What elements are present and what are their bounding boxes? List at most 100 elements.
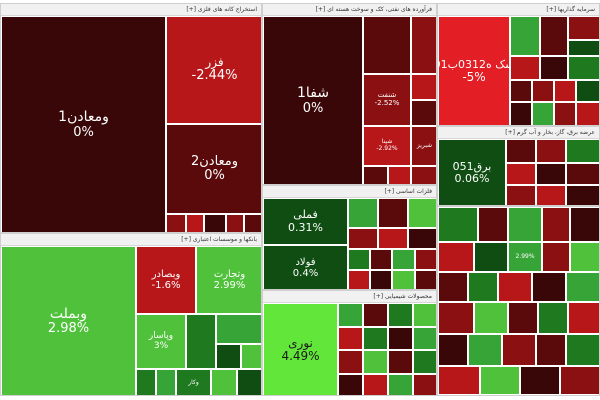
tile-small[interactable] <box>532 80 554 102</box>
tile-shena1[interactable]: شفا1 0% <box>263 16 363 184</box>
tile-vbpasar[interactable]: وپاسار 3% <box>136 314 186 369</box>
tile-small[interactable] <box>378 198 408 228</box>
tile-small[interactable] <box>415 270 436 289</box>
tile-small[interactable] <box>568 40 599 56</box>
tile-small[interactable] <box>363 327 388 350</box>
tile-small[interactable] <box>474 242 508 272</box>
tile-small[interactable] <box>348 270 370 289</box>
tile-small[interactable] <box>506 139 536 163</box>
tile-small[interactable] <box>136 369 156 395</box>
tile-small[interactable] <box>438 272 468 302</box>
tile-foolad1[interactable]: فملی 0.31% <box>263 198 348 245</box>
tile-small[interactable] <box>413 350 436 374</box>
tile-small[interactable] <box>468 334 502 366</box>
tile-small[interactable] <box>438 302 474 334</box>
tile-small[interactable] <box>566 334 599 366</box>
sector-refinery-title[interactable]: فرآورده های نفتی، کک و سوخت هسته ای [+] <box>263 4 436 16</box>
tile-small[interactable] <box>510 80 532 102</box>
tile-shena3[interactable]: شپنا -2.92% <box>363 126 411 166</box>
tile-small[interactable] <box>348 198 378 228</box>
tile-small[interactable] <box>241 344 261 369</box>
tile-sk[interactable]: سک ه0312ب01 -5% <box>438 16 510 125</box>
sector-mining-title[interactable]: استخراج کانه های فلزی [+] <box>1 4 261 16</box>
tile-small[interactable] <box>510 56 540 80</box>
tile-small[interactable] <box>570 242 599 272</box>
tile-small[interactable] <box>536 185 566 205</box>
tile-small[interactable] <box>348 249 370 270</box>
tile-small[interactable] <box>413 374 436 395</box>
tile-small[interactable] <box>540 56 568 80</box>
tile-small[interactable] <box>438 334 468 366</box>
tile-small[interactable] <box>186 314 216 369</box>
tile-small[interactable] <box>568 56 599 80</box>
tile-small-d[interactable]: وکار <box>176 369 211 395</box>
sector-metals-title[interactable]: فلزات اساسی [+] <box>263 186 436 198</box>
tile-small[interactable] <box>480 366 520 395</box>
tile-small[interactable] <box>408 228 436 249</box>
tile-small[interactable] <box>413 327 436 350</box>
tile-small[interactable] <box>411 16 436 74</box>
tile-small[interactable] <box>438 242 474 272</box>
tile-small[interactable] <box>570 207 599 242</box>
tile-small[interactable] <box>413 303 436 327</box>
tile-small[interactable] <box>388 327 413 350</box>
tile-small[interactable] <box>363 303 388 327</box>
tile-small[interactable] <box>568 302 599 334</box>
tile-small-c[interactable]: 2.99% <box>508 242 542 272</box>
tile-vbsader[interactable]: وبصادر -1.6% <box>136 246 196 314</box>
tile-small[interactable] <box>532 102 554 125</box>
tile-small[interactable] <box>478 207 508 242</box>
tile-small[interactable] <box>532 272 566 302</box>
tile-small[interactable] <box>502 334 536 366</box>
tile-small[interactable] <box>388 303 413 327</box>
tile-small[interactable] <box>510 16 540 56</box>
tile-small[interactable] <box>392 249 415 270</box>
tile-shena2[interactable]: شنفت -2.52% <box>363 74 411 126</box>
tile-small[interactable] <box>554 80 576 102</box>
tile-small[interactable] <box>338 327 363 350</box>
tile-small[interactable] <box>474 302 508 334</box>
tile-small[interactable] <box>536 163 566 185</box>
tile-small[interactable] <box>542 207 570 242</box>
tile-small[interactable] <box>156 369 176 395</box>
tile-small[interactable] <box>338 350 363 374</box>
tile-fars[interactable]: فزر -2.44% <box>166 16 261 124</box>
tile-small[interactable] <box>538 302 568 334</box>
tile-small[interactable] <box>438 366 480 395</box>
tile-small[interactable] <box>411 74 436 100</box>
tile-small[interactable] <box>554 102 576 125</box>
tile-small[interactable] <box>363 374 388 395</box>
tile-small[interactable] <box>536 334 566 366</box>
tile-small[interactable] <box>411 166 436 184</box>
tile-ometal1[interactable]: ومعادن1 0% <box>1 16 166 232</box>
tile-small[interactable] <box>388 350 413 374</box>
tile-small[interactable] <box>370 270 392 289</box>
tile-noori[interactable]: نوری 4.49% <box>263 303 338 395</box>
tile-small[interactable] <box>506 163 536 185</box>
tile-small[interactable] <box>468 272 498 302</box>
tile-small[interactable] <box>576 102 599 125</box>
tile-small[interactable] <box>566 272 599 302</box>
tile-small[interactable] <box>348 228 378 249</box>
tile-foolad2[interactable]: فولاد 0.4% <box>263 245 348 289</box>
tile-ometal2[interactable]: ومعادن2 0% <box>166 124 261 214</box>
tile-small[interactable] <box>216 314 261 344</box>
tile-small[interactable] <box>244 214 261 232</box>
tile-small[interactable] <box>392 270 415 289</box>
tile-shena-b[interactable] <box>363 16 411 74</box>
tile-small[interactable] <box>415 249 436 270</box>
sector-petrochem-title[interactable]: محصولات شیمیایی [+] <box>263 291 436 303</box>
tile-small[interactable] <box>211 369 237 395</box>
tile-small[interactable] <box>566 185 599 205</box>
tile-small[interactable] <box>408 198 436 228</box>
tile-small[interactable] <box>338 374 363 395</box>
tile-small[interactable] <box>166 214 186 232</box>
tile-small[interactable] <box>338 303 363 327</box>
tile-shena4[interactable]: شبریز <box>411 126 436 166</box>
tile-small[interactable] <box>237 369 261 395</box>
tile-small[interactable] <box>536 139 566 163</box>
tile-bargh[interactable]: برق051 0.06% <box>438 139 506 205</box>
tile-small[interactable] <box>542 242 570 272</box>
tile-small[interactable] <box>520 366 560 395</box>
tile-small[interactable] <box>568 16 599 40</box>
